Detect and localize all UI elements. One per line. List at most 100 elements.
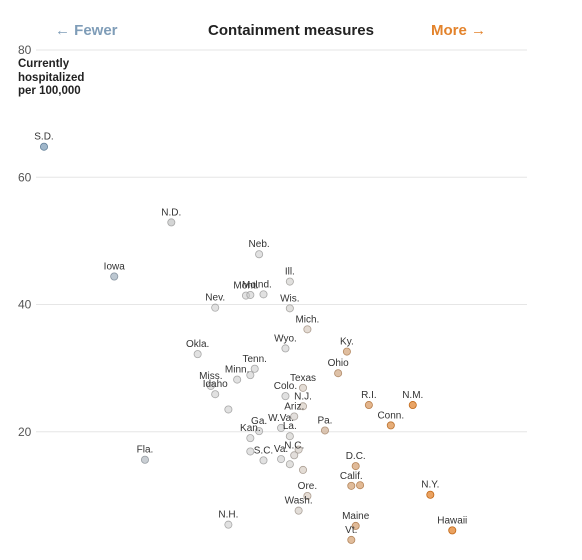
point-label: Miss. (199, 371, 222, 382)
point-label: Nev. (205, 293, 225, 304)
point-label: W.Va. (268, 413, 294, 424)
data-point (246, 434, 255, 443)
data-point (285, 304, 294, 313)
point-label: Minn. (225, 365, 249, 376)
point-labels: S.D. Iowa Fla. N.D. Nev. Okla. Miss.Idaho Mont.… (34, 132, 467, 536)
y-axis-label-line: Currently (18, 58, 70, 70)
point-label: N.J. (294, 391, 312, 402)
data-point (290, 451, 299, 460)
data-point (290, 412, 299, 421)
point-label: Ohio (328, 358, 350, 369)
point-label: N.H. (218, 510, 238, 521)
point-label: Tenn. (242, 354, 266, 365)
point-label: Idaho (203, 379, 228, 390)
point-label: Maine (342, 511, 370, 522)
y-tick-label: 40 (18, 298, 32, 312)
point-label: Ore. (298, 481, 317, 492)
point-label: Okla. (186, 339, 209, 350)
data-point (233, 375, 242, 384)
data-point (285, 432, 294, 441)
data-point (364, 401, 373, 410)
fewer-measures-label: ← Fewer (55, 22, 118, 39)
data-point (448, 526, 457, 535)
data-point (303, 325, 312, 334)
y-axis-label-line: per 100,000 (18, 85, 81, 97)
data-point (356, 481, 365, 490)
data-point (281, 344, 290, 353)
point-label: D.C. (346, 451, 366, 462)
point-label: Mont. (233, 281, 258, 292)
data-point (294, 506, 303, 515)
point-label: Wis. (280, 293, 299, 304)
data-point (250, 364, 259, 373)
y-tick-label: 60 (18, 170, 32, 184)
data-point (206, 381, 215, 390)
point-label: Wash. (285, 496, 313, 507)
point-label: Ariz. (284, 401, 304, 412)
data-point (246, 371, 255, 380)
point-label: N.D. (161, 207, 181, 218)
point-label: S.C. (254, 445, 273, 456)
data-point (285, 277, 294, 286)
y-axis-label-line: hospitalized (18, 71, 85, 84)
point-label: Wyo. (274, 333, 297, 344)
data-point (246, 290, 255, 299)
data-points (40, 142, 457, 544)
data-point (40, 142, 49, 151)
point-label: Kan. (240, 423, 261, 434)
data-point (255, 427, 264, 436)
data-point (303, 492, 312, 501)
data-point (342, 347, 351, 356)
point-label: N.C. (284, 440, 304, 451)
point-label: Calif. (340, 471, 363, 482)
gridlines (36, 49, 527, 433)
data-point (426, 490, 435, 499)
data-point (299, 465, 308, 474)
data-point (334, 369, 343, 378)
data-point (408, 401, 417, 410)
point-label: Ind. (255, 279, 272, 290)
point-label: S.D. (34, 132, 53, 143)
point-label: Ky. (340, 337, 354, 348)
point-label: Pa. (317, 415, 332, 426)
data-point (255, 250, 264, 259)
data-point (167, 218, 176, 227)
data-point (386, 421, 395, 430)
point-label: La. (283, 421, 297, 432)
chart-title: Containment measures (208, 22, 374, 39)
data-point (140, 455, 149, 464)
data-point (320, 426, 329, 435)
data-point (285, 460, 294, 469)
data-point (294, 445, 303, 454)
point-label: Conn. (377, 410, 404, 421)
data-point (259, 290, 268, 299)
point-label: R.I. (361, 390, 377, 401)
data-point (299, 383, 308, 392)
y-tick-label: 20 (18, 425, 32, 439)
data-point (299, 402, 308, 411)
point-label: Mich. (295, 314, 319, 325)
point-label: Mo. (242, 280, 259, 291)
data-point (351, 462, 360, 471)
data-point (211, 390, 220, 399)
point-label: Colo. (274, 381, 297, 392)
data-point (347, 481, 356, 490)
y-tick-labels: 20 40 60 80 (18, 43, 32, 439)
data-point (224, 520, 233, 529)
point-label: Texas (290, 373, 316, 384)
data-point (259, 456, 268, 465)
point-label: N.Y. (421, 480, 439, 491)
data-point (351, 521, 360, 530)
data-point (281, 392, 290, 401)
point-label: Vt. (345, 525, 357, 536)
more-measures-label: More → (431, 22, 487, 39)
y-axis-label: Currently hospitalized per 100,000 (18, 58, 84, 99)
point-label: Iowa (104, 262, 126, 273)
data-point (277, 455, 286, 464)
data-point (211, 303, 220, 312)
point-label: N.M. (402, 390, 423, 401)
data-point (347, 535, 356, 544)
data-point (110, 272, 119, 281)
point-label: Ga. (251, 416, 267, 427)
